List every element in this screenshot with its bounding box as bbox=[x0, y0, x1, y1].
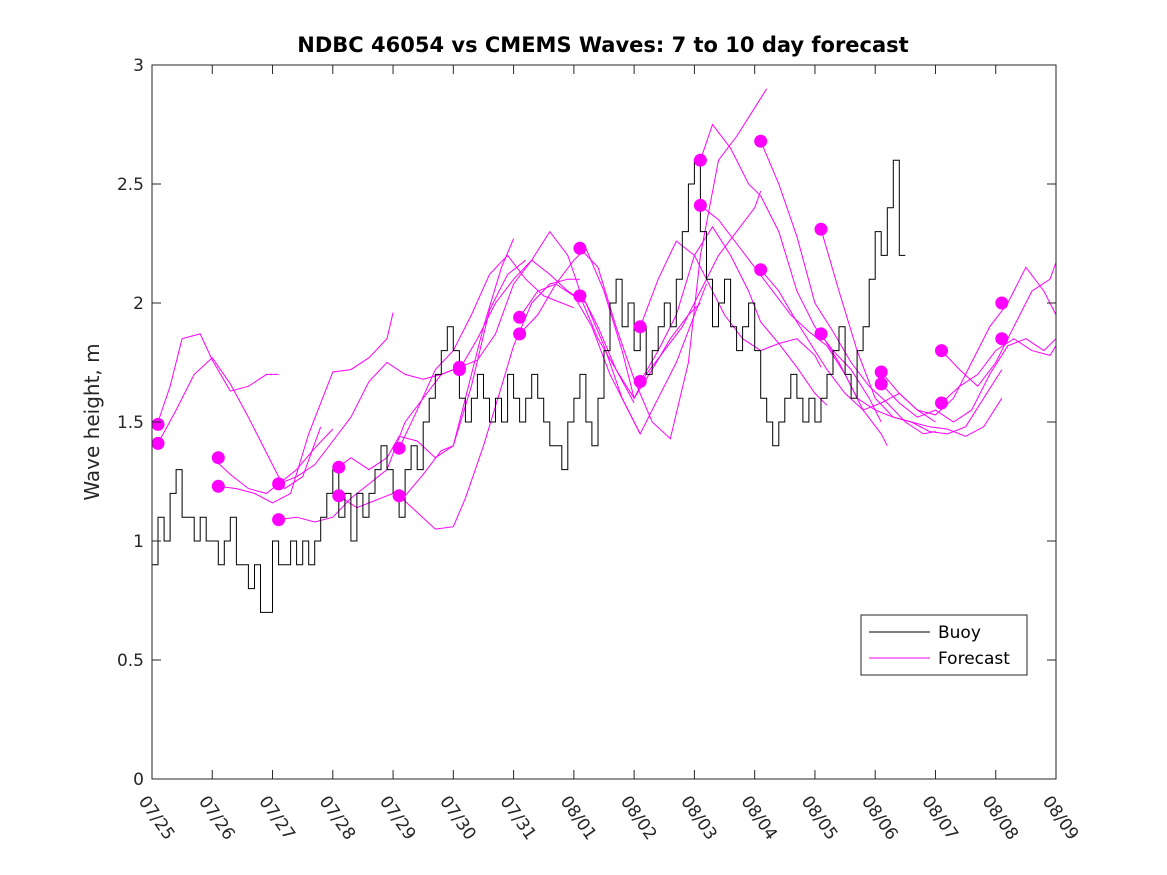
x-tick-label: 08/03 bbox=[676, 792, 720, 844]
forecast-line-19 bbox=[700, 205, 888, 447]
x-tick-label: 08/01 bbox=[556, 792, 600, 844]
forecast-line-6 bbox=[338, 238, 515, 471]
forecast-marker bbox=[513, 327, 527, 341]
forecast-marker bbox=[935, 396, 948, 410]
x-tick-label: 08/09 bbox=[1038, 792, 1082, 844]
forecast-line-25 bbox=[880, 338, 1057, 423]
y-tick-label: 0.5 bbox=[117, 651, 144, 671]
x-tick-label: 07/26 bbox=[194, 792, 238, 844]
forecast-line-9 bbox=[398, 278, 580, 530]
forecast-line-14 bbox=[579, 190, 762, 400]
legend-forecast-label: Forecast bbox=[938, 649, 1010, 669]
forecast-marker bbox=[513, 310, 527, 324]
legend-buoy-label: Buoy bbox=[938, 623, 981, 643]
y-axis-label: Wave height, m bbox=[80, 343, 104, 500]
forecast-marker bbox=[693, 198, 707, 212]
x-tick-label: 07/28 bbox=[315, 792, 359, 844]
forecast-line-8 bbox=[398, 254, 575, 449]
forecast-line-17 bbox=[639, 225, 828, 406]
forecast-marker bbox=[995, 296, 1009, 310]
forecast-marker bbox=[392, 441, 406, 455]
forecast-marker bbox=[874, 377, 888, 391]
forecast-marker bbox=[633, 375, 647, 388]
forecast-marker bbox=[935, 344, 948, 358]
plot-area: 0 0.5 1 1.5 2 2.5 3 07/25 07/26 07/27 07/28 07/29 07… bbox=[117, 56, 1082, 844]
forecast-marker bbox=[754, 134, 768, 148]
forecast-marker bbox=[332, 489, 346, 503]
forecast-marker bbox=[392, 489, 406, 503]
forecast-marker bbox=[151, 436, 165, 450]
forecast-line-13 bbox=[519, 283, 707, 436]
forecast-line-2 bbox=[211, 428, 334, 494]
forecast-marker bbox=[995, 332, 1009, 346]
forecast-line-3 bbox=[218, 312, 394, 504]
forecast-line-24 bbox=[880, 266, 1057, 416]
forecast-marker bbox=[211, 451, 225, 465]
y-tick-label: 1.5 bbox=[117, 413, 144, 433]
x-tick-label: 08/05 bbox=[797, 792, 841, 844]
forecast-marker bbox=[573, 289, 587, 303]
forecast-marker bbox=[633, 320, 647, 334]
forecast-line-0 bbox=[157, 333, 279, 423]
x-tick-label: 08/06 bbox=[857, 792, 901, 844]
forecast-marker bbox=[754, 263, 768, 277]
forecast-line-11 bbox=[458, 259, 641, 435]
forecast-marker bbox=[272, 513, 286, 527]
buoy-line bbox=[152, 159, 906, 613]
forecast-marker bbox=[814, 222, 828, 236]
y-tick-label: 3 bbox=[133, 56, 144, 76]
forecast-line-5 bbox=[278, 366, 460, 523]
x-tick-label: 07/30 bbox=[435, 792, 479, 844]
x-tick-label: 08/08 bbox=[978, 792, 1022, 844]
forecast-marker bbox=[332, 460, 346, 474]
x-tick-label: 07/27 bbox=[254, 792, 298, 844]
forecast-line-27 bbox=[941, 338, 1057, 404]
forecast-marker bbox=[151, 417, 165, 431]
forecast-line-20 bbox=[760, 141, 936, 435]
x-tick-label: 08/04 bbox=[737, 792, 781, 844]
legend: Buoy Forecast bbox=[860, 614, 1028, 676]
forecast-marker bbox=[874, 365, 888, 379]
forecast-marker bbox=[452, 363, 466, 377]
y-tick-label: 2 bbox=[133, 294, 144, 314]
forecast-line-4 bbox=[278, 361, 454, 485]
y-tick-label: 0 bbox=[133, 770, 144, 790]
forecast-line-7 bbox=[338, 259, 527, 509]
chart-title: NDBC 46054 vs CMEMS Waves: 7 to 10 day f… bbox=[297, 33, 908, 57]
x-tick-label: 08/07 bbox=[917, 792, 961, 844]
forecast-marker bbox=[693, 153, 707, 167]
forecast-marker bbox=[814, 327, 828, 341]
y-tick-label: 1 bbox=[133, 532, 144, 552]
forecast-line-15 bbox=[579, 88, 768, 440]
forecast-marker bbox=[573, 241, 587, 255]
forecast-line-12 bbox=[519, 247, 701, 400]
forecast-line-18 bbox=[699, 123, 882, 423]
x-tick-label: 07/31 bbox=[496, 792, 540, 844]
x-tick-label: 08/02 bbox=[616, 792, 660, 844]
y-tick-label: 2.5 bbox=[117, 175, 144, 195]
x-tick-label: 07/25 bbox=[134, 792, 178, 844]
forecast-marker bbox=[272, 477, 286, 491]
forecast-line-10 bbox=[459, 230, 635, 404]
forecast-marker bbox=[211, 479, 225, 493]
x-tick-label: 07/29 bbox=[375, 792, 419, 844]
legend-box bbox=[860, 614, 1028, 676]
